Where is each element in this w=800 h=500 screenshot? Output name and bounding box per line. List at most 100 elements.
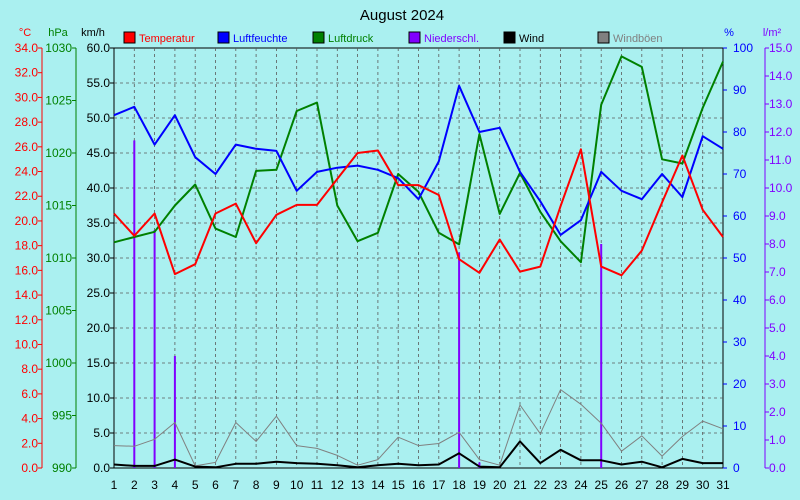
x-tick-label: 21 bbox=[513, 478, 527, 492]
humidity-tick-label: 100 bbox=[733, 41, 753, 55]
temperature-tick-label: 0.0 bbox=[21, 461, 38, 475]
x-tick-label: 12 bbox=[331, 478, 345, 492]
precip-tick-label: 5.0 bbox=[769, 321, 786, 335]
precip-tick-label: 13.0 bbox=[769, 97, 793, 111]
x-tick-label: 9 bbox=[273, 478, 280, 492]
pressure-tick-label: 1025 bbox=[45, 94, 72, 108]
humidity-tick-label: 10 bbox=[733, 419, 747, 433]
wind-tick-label: 25.0 bbox=[87, 286, 111, 300]
precip-tick-label: 2.0 bbox=[769, 405, 786, 419]
legend-swatch bbox=[312, 31, 325, 44]
temperature-tick-label: 18.0 bbox=[15, 239, 39, 253]
temperature-tick-label: 14.0 bbox=[15, 288, 39, 302]
wind-unit: km/h bbox=[81, 27, 105, 39]
x-tick-label: 26 bbox=[615, 478, 629, 492]
x-tick-label: 10 bbox=[290, 478, 304, 492]
temperature-tick-label: 20.0 bbox=[15, 214, 39, 228]
x-tick-label: 5 bbox=[192, 478, 199, 492]
x-tick-label: 22 bbox=[534, 478, 548, 492]
x-tick-label: 2 bbox=[131, 478, 138, 492]
legend-swatch bbox=[597, 31, 610, 44]
x-tick-label: 1 bbox=[111, 478, 118, 492]
temperature-tick-label: 12.0 bbox=[15, 313, 39, 327]
x-tick-label: 15 bbox=[392, 478, 406, 492]
legend-label: Luftfeuchte bbox=[233, 33, 287, 45]
wind-tick-label: 45.0 bbox=[87, 146, 111, 160]
series-line-wind bbox=[113, 440, 723, 469]
humidity-unit: % bbox=[724, 27, 734, 39]
legend-swatch bbox=[408, 31, 421, 44]
wind-tick-label: 0.0 bbox=[93, 461, 110, 475]
precip-tick-label: 6.0 bbox=[769, 293, 786, 307]
precip-bar bbox=[478, 462, 481, 468]
precip-tick-label: 10.0 bbox=[769, 181, 793, 195]
x-tick-label: 17 bbox=[432, 478, 446, 492]
wind-tick-label: 60.0 bbox=[87, 41, 111, 55]
temperature-tick-label: 24.0 bbox=[15, 165, 39, 179]
series-line-temp bbox=[113, 148, 724, 277]
legend-label: Windböen bbox=[613, 33, 663, 45]
precip-tick-label: 12.0 bbox=[769, 125, 793, 139]
humidity-tick-label: 50 bbox=[733, 251, 747, 265]
x-tick-label: 31 bbox=[716, 478, 730, 492]
x-tick-label: 16 bbox=[412, 478, 426, 492]
legend-swatch bbox=[123, 31, 136, 44]
chart-title: August 2024 bbox=[360, 7, 444, 24]
wind-tick-label: 40.0 bbox=[87, 181, 111, 195]
temperature-tick-label: 4.0 bbox=[21, 412, 38, 426]
x-tick-label: 19 bbox=[473, 478, 487, 492]
x-tick-label: 6 bbox=[212, 478, 219, 492]
humidity-tick-label: 70 bbox=[733, 167, 747, 181]
humidity-tick-label: 0 bbox=[733, 461, 740, 475]
x-tick-label: 3 bbox=[151, 478, 158, 492]
x-tick-label: 13 bbox=[351, 478, 365, 492]
x-tick-label: 30 bbox=[696, 478, 710, 492]
precip-bar bbox=[458, 252, 461, 468]
x-tick-label: 11 bbox=[311, 478, 324, 492]
precip-tick-label: 8.0 bbox=[769, 237, 786, 251]
humidity-tick-label: 40 bbox=[733, 293, 747, 307]
x-tick-label: 20 bbox=[493, 478, 507, 492]
wind-tick-label: 35.0 bbox=[87, 216, 111, 230]
humidity-tick-label: 60 bbox=[733, 209, 747, 223]
temperature-tick-label: 2.0 bbox=[21, 436, 38, 450]
precip-tick-label: 1.0 bbox=[769, 433, 786, 447]
x-tick-label: 25 bbox=[595, 478, 609, 492]
wind-tick-label: 55.0 bbox=[87, 76, 111, 90]
x-tick-label: 7 bbox=[232, 478, 239, 492]
legend-swatch bbox=[217, 31, 230, 44]
humidity-tick-label: 30 bbox=[733, 335, 747, 349]
x-tick-label: 18 bbox=[452, 478, 466, 492]
wind-tick-label: 30.0 bbox=[87, 251, 111, 265]
series-line-gust bbox=[113, 389, 724, 467]
precip-bar bbox=[173, 356, 176, 468]
temperature-tick-label: 26.0 bbox=[15, 140, 39, 154]
temperature-tick-label: 34.0 bbox=[15, 41, 39, 55]
temperature-tick-label: 22.0 bbox=[15, 189, 39, 203]
precip-tick-label: 4.0 bbox=[769, 349, 786, 363]
x-tick-label: 4 bbox=[172, 478, 179, 492]
pressure-tick-label: 990 bbox=[52, 461, 72, 475]
x-tick-label: 14 bbox=[371, 478, 385, 492]
temperature-tick-label: 28.0 bbox=[15, 115, 39, 129]
wind-tick-label: 20.0 bbox=[87, 321, 111, 335]
temperature-unit: °C bbox=[19, 27, 31, 39]
legend-label: Temperatur bbox=[139, 33, 195, 45]
precip-tick-label: 14.0 bbox=[769, 69, 793, 83]
humidity-tick-label: 80 bbox=[733, 125, 747, 139]
legend-swatch bbox=[503, 31, 516, 44]
precip-tick-label: 3.0 bbox=[769, 377, 786, 391]
precip-tick-label: 9.0 bbox=[769, 209, 786, 223]
precip-tick-label: 15.0 bbox=[769, 41, 793, 55]
pressure-tick-label: 1005 bbox=[45, 304, 72, 318]
wind-tick-label: 15.0 bbox=[87, 356, 111, 370]
temperature-tick-label: 10.0 bbox=[15, 337, 39, 351]
temperature-tick-label: 16.0 bbox=[15, 263, 39, 277]
x-tick-label: 29 bbox=[676, 478, 690, 492]
humidity-tick-label: 90 bbox=[733, 83, 747, 97]
precip-tick-label: 11.0 bbox=[769, 153, 792, 167]
legend-label: Niederschl. bbox=[424, 33, 479, 45]
pressure-tick-label: 1015 bbox=[45, 199, 72, 213]
